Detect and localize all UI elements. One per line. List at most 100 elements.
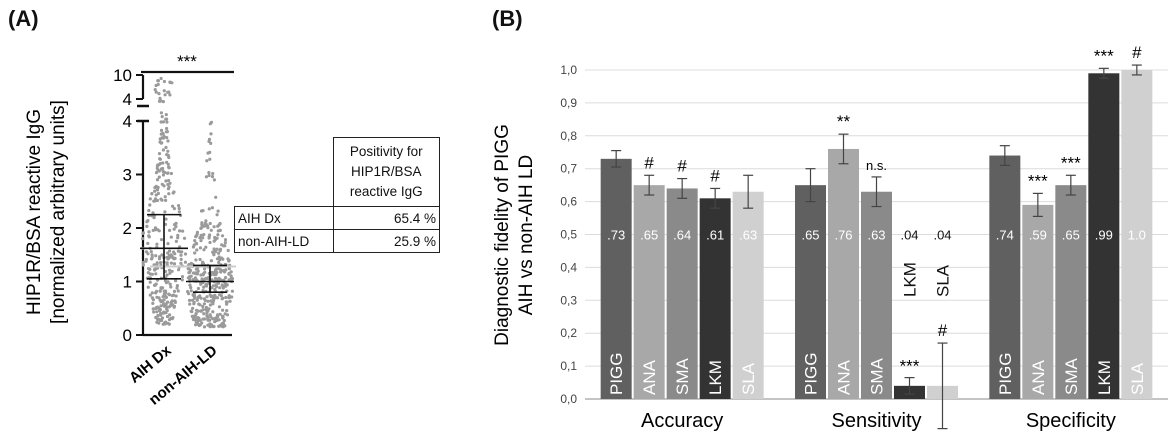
scatter-point <box>154 272 158 276</box>
scatter-points <box>141 76 234 329</box>
scatter-point <box>154 291 158 295</box>
scatter-point <box>147 208 151 213</box>
scatter-point <box>166 280 170 284</box>
scatter-point <box>188 283 192 287</box>
scatter-point <box>167 292 171 296</box>
scatter-point <box>207 207 211 211</box>
significance-label: *** <box>1061 153 1081 172</box>
scatter-point <box>167 192 171 196</box>
scatter-chart: HIP1R/BSA reactive IgG [normalized arbitr… <box>24 52 236 409</box>
scatter-point <box>159 238 164 242</box>
scatter-point <box>173 252 177 256</box>
x-group-label: Accuracy <box>641 410 723 432</box>
scatter-point <box>190 298 195 302</box>
y-axis-label: HIP1R/BSA reactive IgG [normalized arbitr… <box>24 100 69 324</box>
scatter-point <box>214 296 218 300</box>
scatter-point <box>159 286 163 290</box>
data-label: .65 <box>801 228 819 243</box>
y-tick-label: 0,8 <box>560 129 577 143</box>
y-axis-label-line: HIP1R/BSA reactive IgG <box>24 109 45 315</box>
series-marker-label: SLA <box>1128 362 1147 395</box>
scatter-point <box>151 211 155 215</box>
scatter-point <box>171 303 175 307</box>
series-marker-label: ANA <box>640 359 659 395</box>
scatter-point <box>172 207 176 211</box>
significance-label: *** <box>1028 171 1048 190</box>
scatter-point <box>152 310 156 314</box>
scatter-point <box>159 111 163 115</box>
scatter-point <box>169 261 173 265</box>
scatter-point <box>160 299 164 303</box>
bar <box>1088 73 1120 399</box>
scatter-point <box>167 90 171 94</box>
positivity-table-header-line: HIP1R/BSA <box>350 164 422 179</box>
table-cell-group: non-AIH-LD <box>234 229 334 253</box>
scatter-point <box>218 286 222 290</box>
scatter-point <box>146 285 150 289</box>
y-axis-label: Diagnostic fidelity of PIGG AIH vs non-AI… <box>492 124 537 346</box>
scatter-point <box>211 325 215 329</box>
bar <box>633 185 665 399</box>
y-tick-label: 0,2 <box>560 326 577 340</box>
scatter-point <box>164 113 168 117</box>
scatter-point <box>162 304 166 308</box>
scatter-point <box>146 252 150 256</box>
scatter-point <box>165 130 169 134</box>
scatter-point <box>149 250 153 254</box>
scatter-point <box>153 268 157 272</box>
scatter-point <box>168 271 172 275</box>
scatter-point <box>217 324 221 328</box>
scatter-point <box>213 320 217 324</box>
scatter-point <box>204 276 208 280</box>
bar <box>795 185 826 399</box>
scatter-point <box>157 152 162 156</box>
scatter-point <box>161 311 166 315</box>
panel-a-label: (A) <box>8 6 39 31</box>
scatter-point <box>159 304 163 308</box>
scatter-point <box>221 286 225 290</box>
scatter-point <box>162 79 166 84</box>
series-marker-label: LKM <box>1095 360 1114 395</box>
scatter-point <box>191 293 195 297</box>
scatter-point <box>179 257 183 261</box>
scatter-point <box>198 246 202 250</box>
scatter-point <box>194 258 198 262</box>
scatter-point <box>150 272 154 276</box>
scatter-point <box>209 259 213 263</box>
scatter-point <box>214 268 218 272</box>
scatter-point <box>175 286 179 290</box>
scatter-point <box>177 204 181 208</box>
data-label: .74 <box>996 228 1014 243</box>
scatter-point <box>165 126 169 131</box>
data-label: .76 <box>834 228 852 243</box>
scatter-point <box>165 153 169 157</box>
scatter-point <box>205 295 209 299</box>
y-axis-label-line: [normalized arbitrary units] <box>48 100 69 324</box>
scatter-point <box>176 236 180 240</box>
scatter-point <box>174 294 178 298</box>
scatter-point <box>163 195 167 199</box>
scatter-point <box>208 325 212 329</box>
scatter-point <box>225 313 230 317</box>
scatter-point <box>189 289 193 293</box>
scatter-point <box>199 209 204 213</box>
scatter-point <box>167 178 171 183</box>
scatter-point <box>193 251 197 255</box>
scatter-point <box>215 318 219 322</box>
scatter-point <box>204 245 208 249</box>
scatter-point <box>175 284 179 288</box>
significance-label: *** <box>177 52 197 71</box>
scatter-point <box>163 210 167 214</box>
significance-label: # <box>1132 43 1142 62</box>
scatter-point <box>162 134 166 139</box>
scatter-point <box>194 267 198 271</box>
scatter-point <box>141 263 145 267</box>
scatter-point <box>174 221 178 225</box>
scatter-point <box>163 279 167 283</box>
y-tick-label: 0,9 <box>560 96 577 110</box>
series-marker-label: PIGG <box>996 352 1015 395</box>
scatter-point <box>157 92 161 96</box>
scatter-point <box>211 302 215 306</box>
scatter-point <box>158 161 162 166</box>
scatter-point <box>160 316 165 320</box>
